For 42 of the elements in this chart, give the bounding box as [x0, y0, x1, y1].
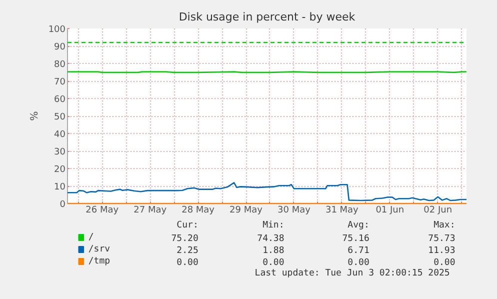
y-tick-label: 60: [54, 95, 66, 105]
chart-title: Disk usage in percent - by week: [178, 10, 356, 24]
legend-label: /tmp: [88, 256, 110, 266]
text: Avg:: [348, 220, 370, 230]
text: 75.16: [342, 234, 370, 244]
y-tick-label: 100: [48, 25, 66, 35]
text: 11.93: [428, 246, 456, 256]
y-tick-label: 20: [54, 165, 66, 175]
text: 2.25: [176, 246, 198, 256]
text: 74.38: [257, 234, 284, 244]
x-tick-label: 02 Jun: [424, 206, 452, 216]
y-tick-label: 70: [54, 78, 66, 88]
text: Last update: Tue Jun 3 02:00:15 2025: [254, 268, 450, 278]
x-tick-label: 27 May: [134, 206, 168, 216]
text: Min:: [262, 220, 284, 230]
text: Cur:: [176, 220, 198, 230]
y-tick-label: 40: [54, 130, 66, 140]
y-tick-label: 80: [54, 60, 66, 70]
x-tick-label: 28 May: [182, 206, 216, 216]
legend-label: /srv: [88, 244, 110, 254]
x-tick-label: 30 May: [278, 206, 312, 216]
x-tick-label: 29 May: [230, 206, 264, 216]
text: 75.73: [428, 234, 456, 244]
legend-label: /: [88, 232, 94, 242]
text: 0.00: [434, 258, 456, 268]
x-tick-label: 31 May: [325, 206, 360, 216]
y-tick-label: 10: [54, 182, 66, 192]
y-axis-title: %: [29, 111, 40, 121]
y-tick-label: 30: [54, 148, 66, 158]
x-tick-label: 26 May: [86, 206, 120, 216]
y-tick-label: 0: [60, 200, 66, 210]
text: 0.00: [348, 258, 370, 268]
text: 6.71: [348, 246, 370, 256]
y-tick-label: 50: [54, 112, 66, 122]
text: 0.00: [176, 258, 198, 268]
x-tick-label: 01 Jun: [376, 206, 404, 216]
text: 0.00: [262, 258, 284, 268]
y-tick-label: 90: [54, 42, 66, 52]
text: Max:: [434, 220, 456, 230]
text: 75.20: [171, 234, 198, 244]
text: 1.88: [262, 246, 284, 256]
line-series: [66, 182, 468, 202]
